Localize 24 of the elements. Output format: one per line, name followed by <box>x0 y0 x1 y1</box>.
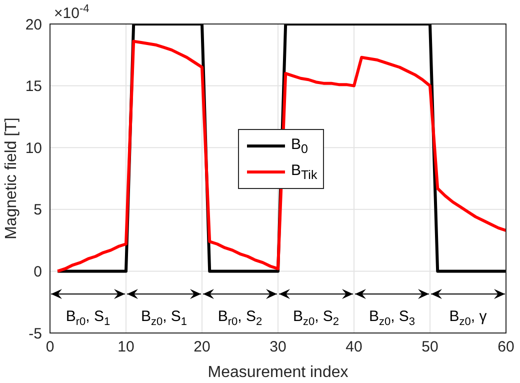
y-tick-label: 5 <box>34 202 42 219</box>
y-tick-label: 15 <box>25 78 42 96</box>
y-tick-label: -5 <box>28 325 42 342</box>
legend-label: B$_{0}$ <box>291 136 308 156</box>
y-tick-label: 10 <box>25 140 42 157</box>
y-tick-label: 20 <box>25 16 42 34</box>
x-tick-label: 20 <box>194 338 210 356</box>
x-tick-label: 40 <box>346 338 362 356</box>
x-tick-label: 50 <box>422 338 438 356</box>
text: ×10$^{-4}$ <box>54 3 90 22</box>
legend-label: B$_{Tik}$ <box>291 162 318 182</box>
annotation: B$_{z0}$, γ <box>449 308 488 328</box>
x-tick-label: 10 <box>118 338 134 356</box>
annotation: B$_{r0}$, S$_{2}$ <box>218 308 262 328</box>
x-tick-label: 0 <box>46 338 54 356</box>
x-tick-label: 60 <box>498 338 514 356</box>
annotation: B$_{z0}$, S$_{1}$ <box>140 308 188 328</box>
y-tick-label: 0 <box>34 264 42 281</box>
y-axis-title: Magnetic field [T] <box>3 118 20 240</box>
x-axis-title: Measurement index <box>208 364 348 381</box>
x-tick-label: 30 <box>270 338 286 356</box>
annotation: B$_{r0}$, S$_{1}$ <box>66 308 110 328</box>
annotation: B$_{z0}$, S$_{3}$ <box>368 308 416 328</box>
annotation: B$_{z0}$, S$_{2}$ <box>292 308 340 328</box>
